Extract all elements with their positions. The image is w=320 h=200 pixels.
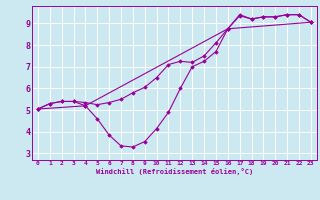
X-axis label: Windchill (Refroidissement éolien,°C): Windchill (Refroidissement éolien,°C) — [96, 168, 253, 175]
